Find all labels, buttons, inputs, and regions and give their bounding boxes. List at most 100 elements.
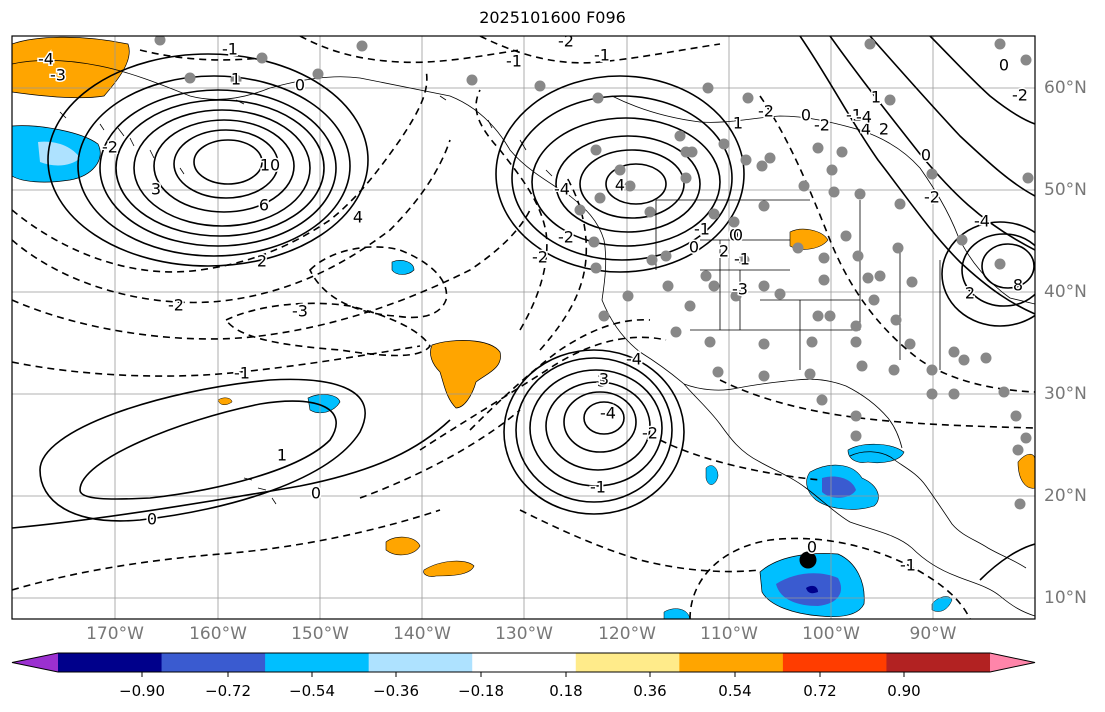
contour-label: 0 xyxy=(801,106,811,125)
latitude-label: 40°N xyxy=(1044,282,1087,302)
contour-label: 1 xyxy=(231,70,241,89)
station-dot xyxy=(684,300,696,312)
contour-label: 0 xyxy=(311,484,321,503)
colorbar-extend-high xyxy=(990,653,1035,672)
contour-label: -2 xyxy=(814,116,830,135)
contour-label: -2 xyxy=(102,138,118,157)
station-dot xyxy=(184,72,196,84)
contour-label: 2 xyxy=(965,284,975,303)
contour-label: 0 xyxy=(921,146,931,165)
station-dot xyxy=(926,168,938,180)
contour-label: 0 xyxy=(729,226,739,245)
station-dot xyxy=(894,198,906,210)
station-dot xyxy=(998,386,1010,398)
longitude-label: 150°W xyxy=(291,624,349,644)
cool-anomaly-region-deep xyxy=(806,585,818,594)
station-dot xyxy=(592,92,604,104)
colorbar-tick-label: −0.18 xyxy=(458,682,504,700)
cool-anomaly-region xyxy=(391,260,415,275)
colorbar-segment xyxy=(782,653,887,672)
station-dot xyxy=(466,74,478,86)
contour-label: -1 xyxy=(594,46,610,65)
colorbar-segment xyxy=(472,653,577,672)
contour-label: -1 xyxy=(506,52,522,71)
contour-label: 0 xyxy=(807,538,817,557)
station-dot xyxy=(588,236,600,248)
station-dot xyxy=(590,144,602,156)
station-dot xyxy=(670,326,682,338)
station-dot xyxy=(836,146,848,158)
station-dot xyxy=(624,180,636,192)
latitude-label: 10°N xyxy=(1044,588,1087,608)
contour-label: 3 xyxy=(597,372,607,391)
station-dot xyxy=(994,258,1006,270)
colorbar-tick-label: −0.36 xyxy=(373,682,419,700)
station-dot xyxy=(758,338,770,350)
station-dot xyxy=(256,52,268,64)
longitude-label: 130°W xyxy=(495,624,553,644)
contour-label: -1 xyxy=(846,106,862,125)
colorbar-segment xyxy=(161,653,266,672)
station-dot xyxy=(660,250,672,262)
contour-label: -3 xyxy=(292,302,308,321)
station-dot xyxy=(662,280,674,292)
contour-label: 2 xyxy=(719,242,729,261)
latitude-label: 30°N xyxy=(1044,384,1087,404)
station-dot xyxy=(856,360,868,372)
contour-label: -3 xyxy=(732,280,748,299)
station-dot xyxy=(764,152,776,164)
contour-label: -2 xyxy=(758,102,774,121)
longitude-label: 140°W xyxy=(393,624,451,644)
station-markers xyxy=(154,36,1034,510)
station-dot xyxy=(850,320,862,332)
contour-label: -2 xyxy=(924,188,940,207)
station-dot xyxy=(708,208,720,220)
contour-label: 2 xyxy=(879,120,889,139)
station-dot xyxy=(718,138,730,150)
station-dot xyxy=(1010,410,1022,422)
colorbar-tick-label: −0.72 xyxy=(205,682,251,700)
contour-label: 0 xyxy=(689,238,699,257)
colorbar-segment xyxy=(58,653,163,672)
station-dot xyxy=(740,154,752,166)
warm-anomaly-region xyxy=(430,340,501,409)
cool-anomaly-region xyxy=(847,443,905,463)
contour-label: -1 xyxy=(734,250,750,269)
colorbar-tick-label: −0.54 xyxy=(289,682,335,700)
station-dot xyxy=(824,310,836,322)
station-dot xyxy=(812,142,824,154)
station-dot xyxy=(926,364,938,376)
colorbar-outline xyxy=(11,652,1036,673)
contour-label: -1 xyxy=(900,556,916,575)
station-dot xyxy=(906,276,918,288)
station-dot xyxy=(890,314,902,326)
station-dot xyxy=(758,370,770,382)
station-dot xyxy=(826,164,838,176)
contour-label: -2 xyxy=(168,296,184,315)
contour-label: 0 xyxy=(733,226,743,245)
station-dot xyxy=(594,192,606,204)
station-dot xyxy=(774,288,786,300)
latitude-label: 60°N xyxy=(1044,78,1087,98)
longitude-label: 160°W xyxy=(189,624,247,644)
contour-label: -2 xyxy=(558,228,574,247)
station-dot xyxy=(926,388,938,400)
station-dot xyxy=(980,352,992,364)
contour-label: 0 xyxy=(999,56,1009,75)
station-dot xyxy=(888,364,900,376)
contour-label: -2 xyxy=(532,248,548,267)
height-contours xyxy=(12,36,1035,619)
station-dot xyxy=(154,36,166,46)
contour-label: 4 xyxy=(861,120,871,139)
contour-label: -2 xyxy=(1012,86,1028,105)
cool-anomaly-region-dark xyxy=(822,476,856,498)
station-dot xyxy=(598,310,610,322)
station-dot xyxy=(948,388,960,400)
map-background xyxy=(12,36,1035,619)
colorbar-tick-label: 0.72 xyxy=(803,682,837,700)
station-dot xyxy=(702,82,714,94)
colorbar-segment xyxy=(575,653,680,672)
station-dot xyxy=(850,336,862,348)
